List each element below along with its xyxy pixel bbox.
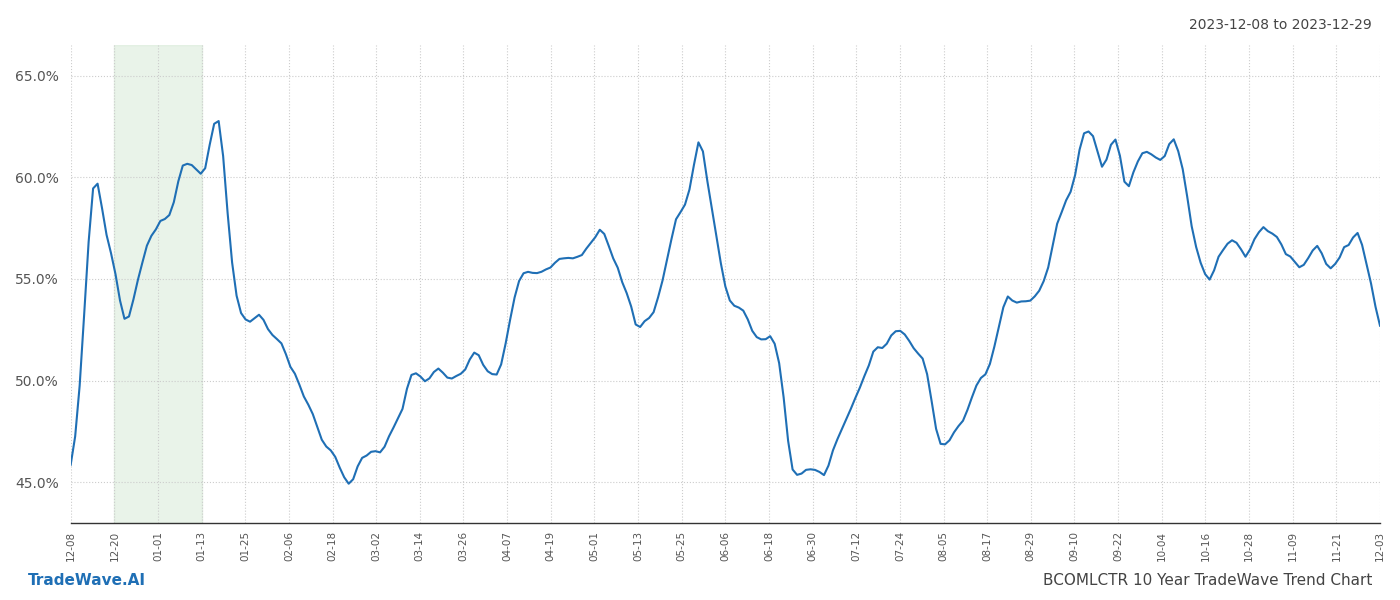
Text: BCOMLCTR 10 Year TradeWave Trend Chart: BCOMLCTR 10 Year TradeWave Trend Chart [1043, 573, 1372, 588]
Text: 2023-12-08 to 2023-12-29: 2023-12-08 to 2023-12-29 [1189, 18, 1372, 32]
Text: TradeWave.AI: TradeWave.AI [28, 573, 146, 588]
Bar [115, 45, 202, 523]
